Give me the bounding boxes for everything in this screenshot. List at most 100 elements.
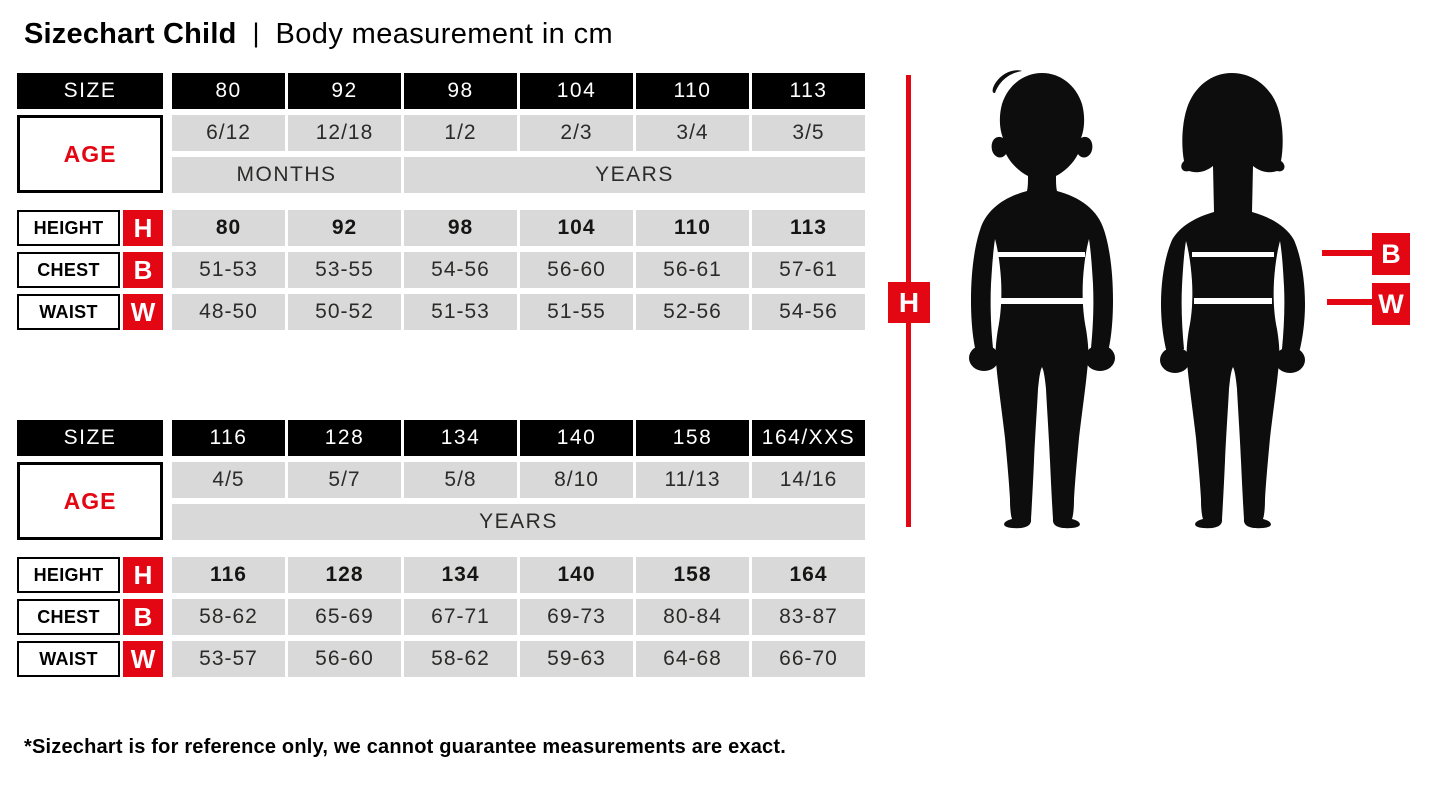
boy-silhouette — [969, 70, 1115, 529]
waist-cell: 64-68 — [636, 641, 749, 677]
title-separator: | — [252, 18, 260, 48]
girl-chest-line — [1192, 252, 1274, 257]
height-label-box: HEIGHT — [17, 557, 120, 593]
height-letter-badge: H — [123, 557, 163, 593]
waist-cell: 66-70 — [752, 641, 865, 677]
waist-cell: 48-50 — [172, 294, 285, 330]
chest-cell: 67-71 — [404, 599, 517, 635]
waist-cell: 53-57 — [172, 641, 285, 677]
waist-cell: 54-56 — [752, 294, 865, 330]
waist-cell: 56-60 — [288, 641, 401, 677]
waist-row-label: WAIST W — [17, 641, 163, 677]
height-cell: 134 — [404, 557, 517, 593]
age-unit-months-cell: MONTHS — [172, 157, 401, 193]
size-cell: 164/XXS — [752, 420, 865, 456]
size-cell: 104 — [520, 73, 633, 109]
waist-cell: 51-53 — [404, 294, 517, 330]
waist-label-box: WAIST — [17, 641, 120, 677]
chest-cell: 69-73 — [520, 599, 633, 635]
size-row-label: SIZE — [17, 73, 163, 109]
waist-cell: 52-56 — [636, 294, 749, 330]
chest-row-label: CHEST B — [17, 252, 163, 288]
height-cell: 158 — [636, 557, 749, 593]
chest-cell: 51-53 — [172, 252, 285, 288]
chest-cell: 56-61 — [636, 252, 749, 288]
age-cell: 14/16 — [752, 462, 865, 498]
waist-letter-badge: W — [123, 294, 163, 330]
size-cell: 134 — [404, 420, 517, 456]
age-cell: 5/7 — [288, 462, 401, 498]
age-cell: 3/5 — [752, 115, 865, 151]
age-cell: 1/2 — [404, 115, 517, 151]
height-cell: 104 — [520, 210, 633, 246]
chest-cell: 80-84 — [636, 599, 749, 635]
age-cell: 2/3 — [520, 115, 633, 151]
height-cell: 80 — [172, 210, 285, 246]
chest-measure-line — [1322, 250, 1374, 256]
age-row-label: AGE — [17, 462, 163, 540]
title-subtitle: Body measurement in cm — [275, 18, 614, 50]
height-cell: 98 — [404, 210, 517, 246]
age-cell: 4/5 — [172, 462, 285, 498]
height-cell: 110 — [636, 210, 749, 246]
waist-label-box: WAIST — [17, 294, 120, 330]
chest-cell: 56-60 — [520, 252, 633, 288]
chest-label-box: CHEST — [17, 599, 120, 635]
chest-measure-badge: B — [1372, 233, 1410, 275]
height-cell: 140 — [520, 557, 633, 593]
chest-cell: 53-55 — [288, 252, 401, 288]
chest-cell: 58-62 — [172, 599, 285, 635]
age-row-label: AGE — [17, 115, 163, 193]
waist-cell: 51-55 — [520, 294, 633, 330]
age-unit-years-cell: YEARS — [172, 504, 865, 540]
height-letter-badge: H — [123, 210, 163, 246]
height-cell: 113 — [752, 210, 865, 246]
girl-waist-line — [1194, 298, 1272, 304]
age-unit-years-cell: YEARS — [404, 157, 865, 193]
chest-cell: 54-56 — [404, 252, 517, 288]
chest-label-box: CHEST — [17, 252, 120, 288]
chest-cell: 57-61 — [752, 252, 865, 288]
waist-cell: 50-52 — [288, 294, 401, 330]
page-title: Sizechart Child | Body measurement in cm — [24, 18, 613, 51]
height-cell: 128 — [288, 557, 401, 593]
chest-letter-badge: B — [123, 252, 163, 288]
boy-chest-line — [997, 252, 1085, 257]
size-cell: 128 — [288, 420, 401, 456]
waist-cell: 59-63 — [520, 641, 633, 677]
size-cell: 113 — [752, 73, 865, 109]
girl-silhouette — [1160, 73, 1305, 529]
height-cell: 92 — [288, 210, 401, 246]
height-cell: 116 — [172, 557, 285, 593]
height-label-box: HEIGHT — [17, 210, 120, 246]
height-row-label: HEIGHT H — [17, 210, 163, 246]
footnote-text: *Sizechart is for reference only, we can… — [24, 736, 787, 758]
size-table-small: SIZE 80 92 98 104 110 113 AGE 6/12 12/18… — [17, 73, 865, 330]
size-cell: 158 — [636, 420, 749, 456]
chest-letter-badge: B — [123, 599, 163, 635]
age-cell: 3/4 — [636, 115, 749, 151]
size-cell: 80 — [172, 73, 285, 109]
size-table-large: SIZE 116 128 134 140 158 164/XXS AGE 4/5… — [17, 420, 865, 677]
size-cell: 98 — [404, 73, 517, 109]
age-cell: 5/8 — [404, 462, 517, 498]
chest-row-label: CHEST B — [17, 599, 163, 635]
size-cell: 140 — [520, 420, 633, 456]
age-cell: 11/13 — [636, 462, 749, 498]
age-cell: 12/18 — [288, 115, 401, 151]
size-row-label: SIZE — [17, 420, 163, 456]
height-cell: 164 — [752, 557, 865, 593]
chest-cell: 83-87 — [752, 599, 865, 635]
title-product: Sizechart Child — [24, 18, 237, 50]
size-cell: 92 — [288, 73, 401, 109]
waist-measure-line — [1327, 299, 1374, 305]
waist-letter-badge: W — [123, 641, 163, 677]
height-row-label: HEIGHT H — [17, 557, 163, 593]
waist-measure-badge: W — [1372, 283, 1410, 325]
age-cell: 8/10 — [520, 462, 633, 498]
waist-row-label: WAIST W — [17, 294, 163, 330]
size-cell: 116 — [172, 420, 285, 456]
age-cell: 6/12 — [172, 115, 285, 151]
height-measure-badge: H — [888, 282, 930, 323]
